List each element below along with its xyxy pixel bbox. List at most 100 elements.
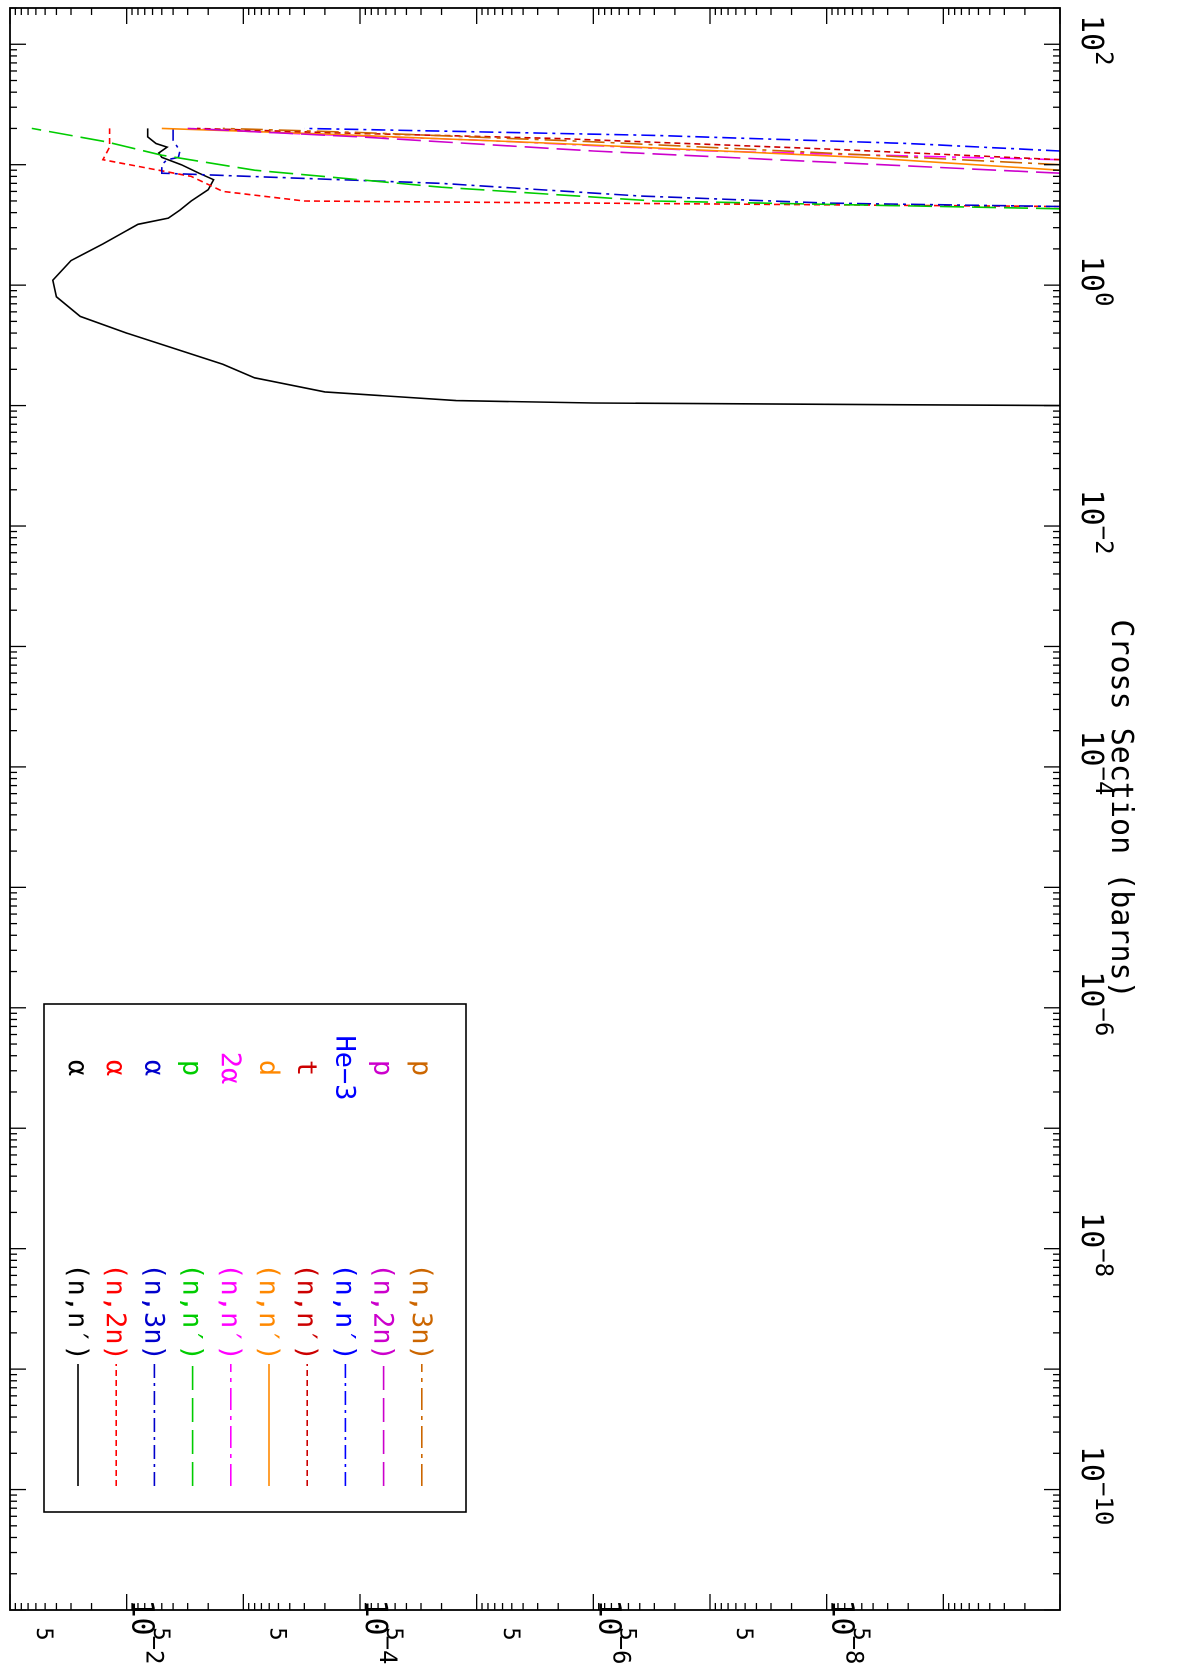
svg-text:10−8: 10−8 (1074, 1212, 1118, 1277)
svg-text:10−4: 10−4 (358, 1599, 402, 1664)
cross-section-minor-label: 5 (614, 1627, 639, 1640)
svg-text:10−2: 10−2 (1074, 490, 1118, 555)
cross-section-tick-label: 10−8 (825, 1599, 869, 1664)
legend-entry: (n,n′) p (177, 1060, 208, 1486)
svg-text:100: 100 (1074, 256, 1118, 307)
svg-text:p: p (368, 1060, 399, 1076)
series-line-2 (101, 128, 1060, 208)
svg-text:10−6: 10−6 (1074, 971, 1118, 1036)
legend-label: (n,3n) (138, 1263, 169, 1361)
series-line-7 (196, 127, 1060, 161)
energy-tick-label: 10−2 (1074, 490, 1118, 555)
legend-entry: (n,n′) d (253, 1060, 284, 1486)
svg-text:p: p (406, 1060, 437, 1076)
legend-entry: (n,n′) He−3 (329, 1035, 360, 1486)
cross-section-minor-label: 5 (148, 1627, 173, 1640)
legend-entry: (n,2n) α (100, 1060, 131, 1486)
legend-product: 2α (215, 1052, 246, 1085)
svg-text:5: 5 (731, 1627, 756, 1640)
cross-section-axis-title: Cross Section (barns) (1104, 619, 1139, 998)
legend-label: (n,2n) (368, 1263, 399, 1361)
svg-text:(n,3n): (n,3n) (138, 1263, 169, 1361)
series-line-10 (222, 127, 1060, 166)
energy-tick-label: 102 (1074, 15, 1118, 66)
legend-product: α (100, 1060, 131, 1076)
cross-section-tick-label: 10−4 (358, 1599, 402, 1664)
svg-text:10−8: 10−8 (825, 1599, 869, 1664)
svg-text:He−3: He−3 (329, 1035, 360, 1100)
legend-product: α (138, 1060, 169, 1076)
svg-text:10−2: 10−2 (125, 1599, 169, 1664)
svg-text:5: 5 (498, 1627, 523, 1640)
cross-section-minor-label: 5 (31, 1627, 56, 1640)
cross-section-minor-label: 5 (264, 1627, 289, 1640)
legend-product: He−3 (329, 1035, 360, 1100)
legend-product: p (368, 1060, 399, 1076)
legend-entry: (n,n′) t (291, 1060, 322, 1486)
svg-text:10−6: 10−6 (591, 1599, 635, 1664)
cross-section-minor-label: 5 (848, 1627, 873, 1640)
legend-label: (n,n′) (253, 1263, 284, 1361)
legend-entry: (n,n′) 2α (215, 1052, 246, 1486)
cross-section-minor-label: 5 (381, 1627, 406, 1640)
energy-tick-label: 10−8 (1074, 1212, 1118, 1277)
plot-area (31, 127, 1060, 407)
svg-text:5: 5 (31, 1627, 56, 1640)
series-line-9 (187, 127, 1060, 174)
svg-text:α: α (62, 1060, 93, 1076)
axis-labels: 10−10 10−8 10−6 10−4 10−2 100 102 10−8 10−6 10−4 1… (31, 15, 1139, 1665)
svg-text:5: 5 (614, 1627, 639, 1640)
legend-label: (n,n′) (291, 1263, 322, 1361)
svg-text:t: t (291, 1060, 322, 1076)
svg-text:10−4: 10−4 (1074, 730, 1118, 795)
svg-text:5: 5 (381, 1627, 406, 1640)
energy-tick-label: 100 (1074, 256, 1118, 307)
svg-text:(n,n′): (n,n′) (253, 1263, 284, 1361)
legend-entry: (n,3n) α (138, 1060, 169, 1486)
series-line-3 (161, 128, 1060, 208)
svg-text:(n,n′): (n,n′) (215, 1263, 246, 1361)
series-line-4 (31, 127, 1060, 210)
svg-text:102: 102 (1074, 15, 1118, 66)
legend-product: t (291, 1060, 322, 1076)
series-curves (31, 127, 1060, 407)
legend-label: (n,3n) (406, 1263, 437, 1361)
legend-label: (n,n′) (177, 1263, 208, 1361)
svg-text:α: α (138, 1060, 169, 1076)
legend-box (43, 1003, 467, 1513)
cross-section-tick-label: 10−6 (591, 1599, 635, 1664)
cross-section-minor-label: 5 (731, 1627, 756, 1640)
svg-text:(n,n′): (n,n′) (177, 1263, 208, 1361)
svg-text:(n,3n): (n,3n) (406, 1263, 437, 1361)
plot-frame (9, 7, 1061, 1611)
legend-label: (n,n′) (62, 1263, 93, 1361)
energy-tick-label: 10−4 (1074, 730, 1118, 795)
svg-text:5: 5 (264, 1627, 289, 1640)
legend-product: p (406, 1060, 437, 1076)
legend-entry: (n,2n) p (368, 1060, 399, 1486)
legend-label: (n,n′) (329, 1263, 360, 1361)
legend-product: d (253, 1060, 284, 1076)
svg-text:(n,2n): (n,2n) (368, 1263, 399, 1361)
svg-text:(n,2n): (n,2n) (100, 1263, 131, 1361)
cross-section-tick-label: 10−2 (125, 1599, 169, 1664)
energy-tick-label: 10−6 (1074, 971, 1118, 1036)
svg-text:p: p (177, 1060, 208, 1076)
series-line-8 (304, 127, 1060, 152)
legend: (n,n′)α(n,2n)α(n,3n)α(n,n′)p(n,n′)2α(n,n… (43, 1003, 467, 1513)
energy-tick-label: 10−10 (1074, 1446, 1118, 1525)
cross-section-minor-label: 5 (498, 1627, 523, 1640)
svg-text:5: 5 (848, 1627, 873, 1640)
legend-product: α (62, 1060, 93, 1076)
svg-text:(n,n′): (n,n′) (291, 1263, 322, 1361)
legend-entry: (n,3n) p (406, 1060, 437, 1486)
svg-text:Cross Section (barns): Cross Section (barns) (1104, 619, 1139, 998)
svg-text:(n,n′): (n,n′) (329, 1263, 360, 1361)
svg-text:10−10: 10−10 (1074, 1446, 1118, 1525)
legend-entry: (n,n′) α (62, 1060, 93, 1486)
svg-text:2α: 2α (215, 1052, 246, 1085)
legend-label: (n,2n) (100, 1263, 131, 1361)
axes (9, 7, 1061, 1611)
legend-label: (n,n′) (215, 1263, 246, 1361)
